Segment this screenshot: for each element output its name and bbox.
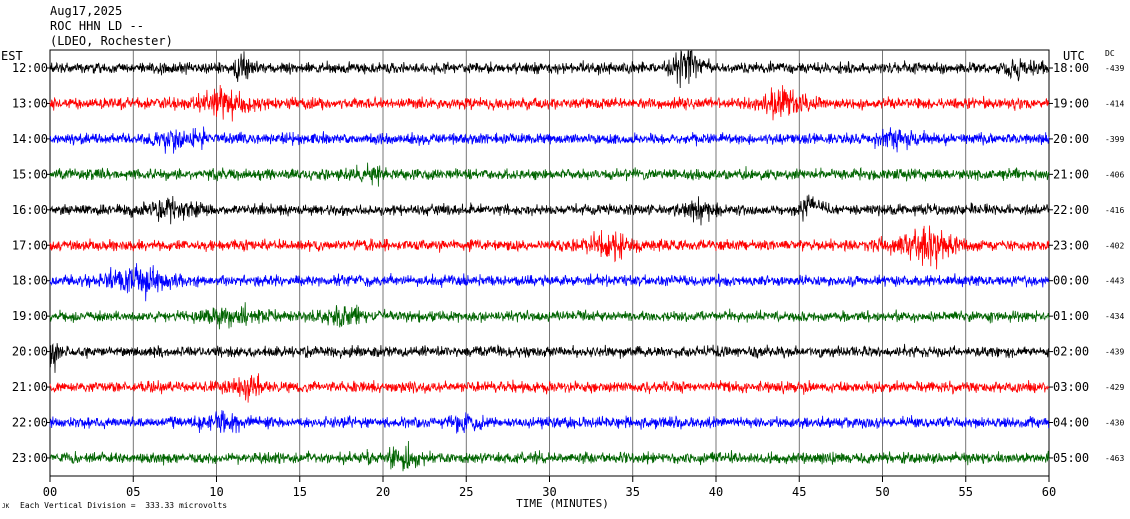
trace-1800 bbox=[49, 263, 1050, 302]
utc-hour-label: 01:00 bbox=[1053, 309, 1089, 323]
helicorder-date: Aug17,2025 bbox=[50, 4, 123, 18]
est-hour-label: 19:00 bbox=[12, 309, 48, 323]
x-tick-label: 10 bbox=[209, 485, 223, 499]
est-hour-label: 12:00 bbox=[12, 61, 48, 75]
utc-hour-label: 04:00 bbox=[1053, 416, 1089, 430]
x-tick-label: 60 bbox=[1042, 485, 1056, 499]
est-hour-label: 16:00 bbox=[12, 203, 48, 217]
est-hour-label: 14:00 bbox=[12, 132, 48, 146]
x-tick-label: 55 bbox=[959, 485, 973, 499]
trace-2300 bbox=[49, 440, 1050, 472]
dc-offset-value: -429 bbox=[1105, 383, 1124, 392]
trace-1700 bbox=[49, 225, 1050, 270]
footer-mark: JK bbox=[2, 503, 10, 510]
utc-hour-label: 19:00 bbox=[1053, 96, 1089, 110]
x-tick-label: 05 bbox=[126, 485, 140, 499]
helicorder-network: (LDEO, Rochester) bbox=[50, 34, 173, 48]
utc-hour-label: 00:00 bbox=[1053, 274, 1089, 288]
trace-2000 bbox=[49, 343, 1050, 373]
x-tick-label: 30 bbox=[542, 485, 556, 499]
vertical-scale-note: Each Vertical Division = 333.33 microvol… bbox=[20, 501, 228, 510]
trace-1900 bbox=[49, 302, 1050, 330]
trace-1600 bbox=[49, 194, 1050, 226]
dc-offset-header: DC bbox=[1105, 49, 1115, 58]
est-hour-label: 13:00 bbox=[12, 96, 48, 110]
x-tick-label: 00 bbox=[43, 485, 57, 499]
utc-hour-label: 03:00 bbox=[1053, 380, 1089, 394]
utc-hour-label: 23:00 bbox=[1053, 238, 1089, 252]
helicorder-station: ROC HHN LD -- bbox=[50, 19, 144, 33]
est-hour-label: 18:00 bbox=[12, 274, 48, 288]
trace-1200 bbox=[49, 49, 1050, 89]
x-tick-label: 20 bbox=[376, 485, 390, 499]
trace-1300 bbox=[49, 84, 1050, 122]
dc-offset-value: -402 bbox=[1105, 241, 1124, 250]
est-hour-label: 22:00 bbox=[12, 416, 48, 430]
est-hour-label: 21:00 bbox=[12, 380, 48, 394]
utc-hour-label: 02:00 bbox=[1053, 345, 1089, 359]
x-tick-label: 50 bbox=[875, 485, 889, 499]
est-hour-label: 15:00 bbox=[12, 167, 48, 181]
x-tick-label: 35 bbox=[626, 485, 640, 499]
trace-2100 bbox=[49, 373, 1050, 403]
utc-hour-label: 05:00 bbox=[1053, 451, 1089, 465]
trace-1400 bbox=[49, 126, 1050, 154]
dc-offset-value: -430 bbox=[1105, 419, 1124, 428]
dc-offset-value: -399 bbox=[1105, 135, 1124, 144]
left-timezone-label: EST bbox=[1, 49, 23, 63]
est-hour-label: 23:00 bbox=[12, 451, 48, 465]
x-tick-label: 45 bbox=[792, 485, 806, 499]
utc-hour-label: 20:00 bbox=[1053, 132, 1089, 146]
dc-offset-value: -463 bbox=[1105, 454, 1124, 463]
dc-offset-value: -443 bbox=[1105, 277, 1124, 286]
dc-offset-value: -416 bbox=[1105, 206, 1124, 215]
x-axis-label: TIME (MINUTES) bbox=[516, 497, 609, 510]
trace-2200 bbox=[49, 410, 1050, 434]
est-hour-label: 20:00 bbox=[12, 345, 48, 359]
dc-offset-value: -439 bbox=[1105, 64, 1124, 73]
dc-offset-value: -406 bbox=[1105, 170, 1124, 179]
dc-offset-value: -434 bbox=[1105, 312, 1124, 321]
trace-1500 bbox=[49, 162, 1050, 187]
x-tick-label: 15 bbox=[293, 485, 307, 499]
dc-offset-value: -439 bbox=[1105, 348, 1124, 357]
utc-hour-label: 18:00 bbox=[1053, 61, 1089, 75]
utc-hour-label: 22:00 bbox=[1053, 203, 1089, 217]
utc-hour-label: 21:00 bbox=[1053, 167, 1089, 181]
dc-offset-value: -414 bbox=[1105, 99, 1124, 108]
est-hour-label: 17:00 bbox=[12, 238, 48, 252]
right-timezone-label: UTC bbox=[1063, 49, 1085, 63]
x-tick-label: 40 bbox=[709, 485, 723, 499]
x-tick-label: 25 bbox=[459, 485, 473, 499]
